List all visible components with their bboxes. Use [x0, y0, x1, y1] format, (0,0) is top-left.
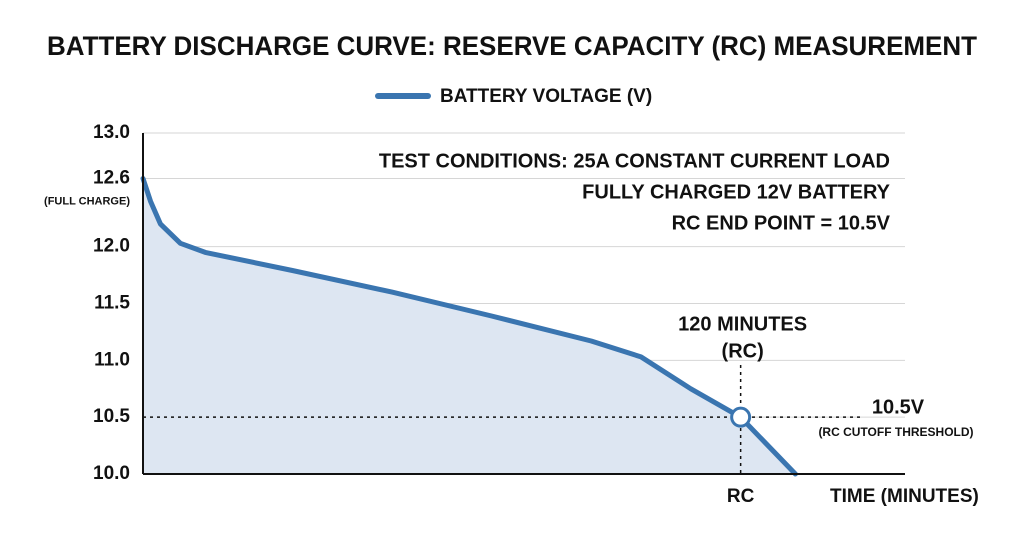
area	[143, 178, 796, 474]
rc-label: 120 MINUTES	[678, 313, 807, 335]
test-note: RC END POINT = 10.5V	[672, 212, 891, 234]
y-tick-label: 11.0	[94, 349, 130, 370]
full-charge-label: (FULL CHARGE)	[44, 195, 130, 207]
rc-marker	[730, 406, 752, 428]
chart-title: BATTERY DISCHARGE CURVE: RESERVE CAPACIT…	[47, 31, 977, 61]
y-tick-label: 13.0	[93, 122, 130, 143]
test-note: FULLY CHARGED 12V BATTERY	[582, 181, 890, 203]
rc-label: (RC)	[722, 340, 764, 362]
x-tick-label: RC	[727, 486, 755, 507]
y-tick-label: 12.0	[93, 236, 130, 257]
y-tick-label: 10.0	[93, 463, 130, 484]
y-tick-label: 11.5	[94, 293, 130, 314]
x-axis-label: TIME (MINUTES)	[830, 486, 979, 507]
y-tick-label: 10.5	[93, 406, 130, 427]
y-tick-label: 12.6	[93, 167, 130, 188]
line	[140, 176, 798, 477]
threshold-note: (RC CUTOFF THRESHOLD)	[818, 425, 973, 439]
threshold-value: 10.5V	[872, 396, 925, 418]
test-note: TEST CONDITIONS: 25A CONSTANT CURRENT LO…	[379, 150, 890, 172]
legend-label: BATTERY VOLTAGE (V)	[440, 86, 652, 107]
